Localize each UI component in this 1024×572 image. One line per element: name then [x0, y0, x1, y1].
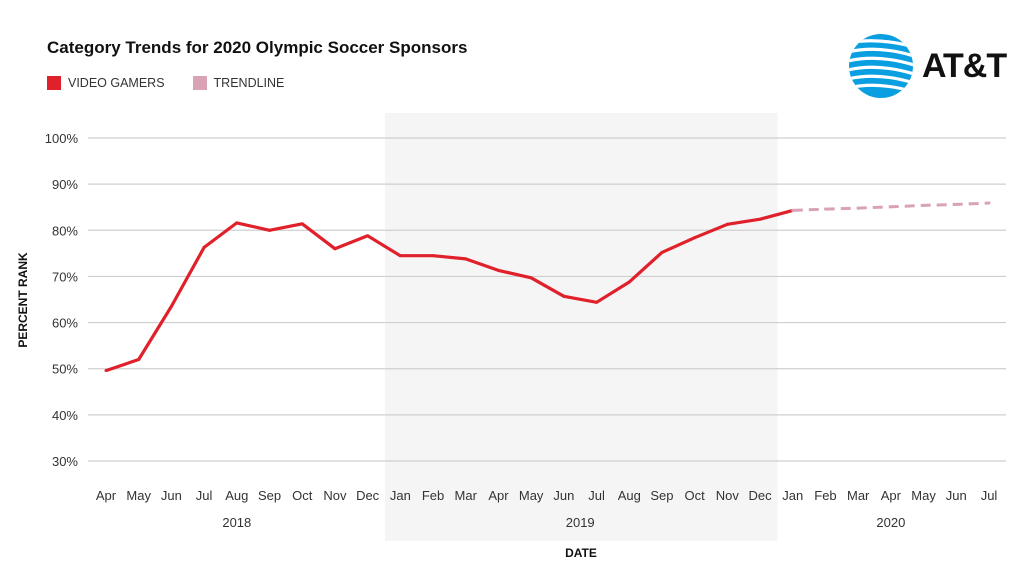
- x-tick-label: May: [126, 488, 151, 503]
- legend: VIDEO GAMERS TRENDLINE: [47, 76, 284, 90]
- data-point: [169, 304, 173, 308]
- x-tick-label: Dec: [749, 488, 773, 503]
- data-point: [954, 202, 958, 206]
- data-point: [758, 217, 762, 221]
- y-tick-label: 100%: [45, 131, 79, 146]
- x-tick-label: Nov: [323, 488, 347, 503]
- data-point: [856, 206, 860, 210]
- data-point: [202, 245, 206, 249]
- chart-title: Category Trends for 2020 Olympic Soccer …: [47, 38, 468, 57]
- y-axis-title: PERCENT RANK: [16, 252, 30, 348]
- data-point: [791, 208, 795, 212]
- att-logo: AT&T: [848, 33, 1007, 99]
- year-label: 2018: [222, 515, 251, 530]
- x-tick-label: Oct: [292, 488, 313, 503]
- y-tick-label: 50%: [52, 362, 78, 377]
- data-point: [823, 207, 827, 211]
- x-tick-label: May: [519, 488, 544, 503]
- logo-text: AT&T: [922, 46, 1007, 85]
- y-tick-label: 40%: [52, 408, 78, 423]
- data-point: [398, 254, 402, 258]
- y-tick-label: 90%: [52, 177, 78, 192]
- legend-label: TRENDLINE: [213, 76, 285, 90]
- legend-swatch-trendline: [192, 76, 207, 90]
- data-point: [987, 201, 991, 205]
- x-tick-label: Apr: [881, 488, 902, 503]
- x-tick-label: Jan: [390, 488, 411, 503]
- x-tick-label: Jan: [782, 488, 803, 503]
- x-tick-label: Nov: [716, 488, 740, 503]
- data-point: [660, 250, 664, 254]
- x-tick-label: Mar: [847, 488, 870, 503]
- y-tick-label: 30%: [52, 454, 78, 469]
- x-tick-label: Aug: [225, 488, 248, 503]
- x-tick-label: Jul: [196, 488, 213, 503]
- data-point: [529, 276, 533, 280]
- x-tick-label: Feb: [422, 488, 444, 503]
- year-label: 2020: [876, 515, 905, 530]
- x-tick-label: Feb: [814, 488, 836, 503]
- data-point: [104, 369, 108, 373]
- legend-item-trendline: TRENDLINE: [192, 76, 285, 90]
- data-point: [300, 222, 304, 226]
- data-point: [333, 247, 337, 251]
- x-tick-label: Jun: [946, 488, 967, 503]
- x-tick-label: May: [911, 488, 936, 503]
- y-tick-label: 70%: [52, 269, 78, 284]
- x-tick-label: Oct: [685, 488, 706, 503]
- data-point: [235, 221, 239, 225]
- data-point: [431, 254, 435, 258]
- legend-item-video-gamers: VIDEO GAMERS: [47, 76, 165, 90]
- series-line-video-gamers: [105, 208, 794, 373]
- data-point: [464, 257, 468, 261]
- data-point: [366, 234, 370, 238]
- x-tick-label: Sep: [258, 488, 281, 503]
- x-tick-label: Jul: [588, 488, 605, 503]
- data-point: [562, 294, 566, 298]
- x-tick-label: Jun: [161, 488, 182, 503]
- x-tick-label: Aug: [618, 488, 641, 503]
- legend-label: VIDEO GAMERS: [68, 76, 165, 90]
- y-tick-label: 80%: [52, 223, 78, 238]
- x-tick-label: Mar: [455, 488, 478, 503]
- x-tick-label: Apr: [96, 488, 117, 503]
- x-tick-label: Dec: [356, 488, 380, 503]
- legend-swatch-video-gamers: [47, 76, 61, 90]
- data-point: [693, 236, 697, 240]
- data-point: [268, 228, 272, 232]
- data-point: [725, 222, 729, 226]
- data-point: [627, 280, 631, 284]
- att-globe-icon: [849, 34, 913, 98]
- x-tick-label: Sep: [650, 488, 673, 503]
- y-tick-label: 60%: [52, 316, 78, 331]
- data-point: [496, 268, 500, 272]
- highlight-band-2019: [384, 113, 778, 541]
- year-label: 2019: [566, 515, 595, 530]
- data-point: [137, 357, 141, 361]
- x-tick-label: Apr: [488, 488, 509, 503]
- data-point: [595, 300, 599, 304]
- x-tick-label: Jul: [981, 488, 998, 503]
- x-tick-label: Jun: [553, 488, 574, 503]
- data-point: [889, 205, 893, 209]
- x-axis-title: DATE: [565, 546, 597, 560]
- data-point: [922, 203, 926, 207]
